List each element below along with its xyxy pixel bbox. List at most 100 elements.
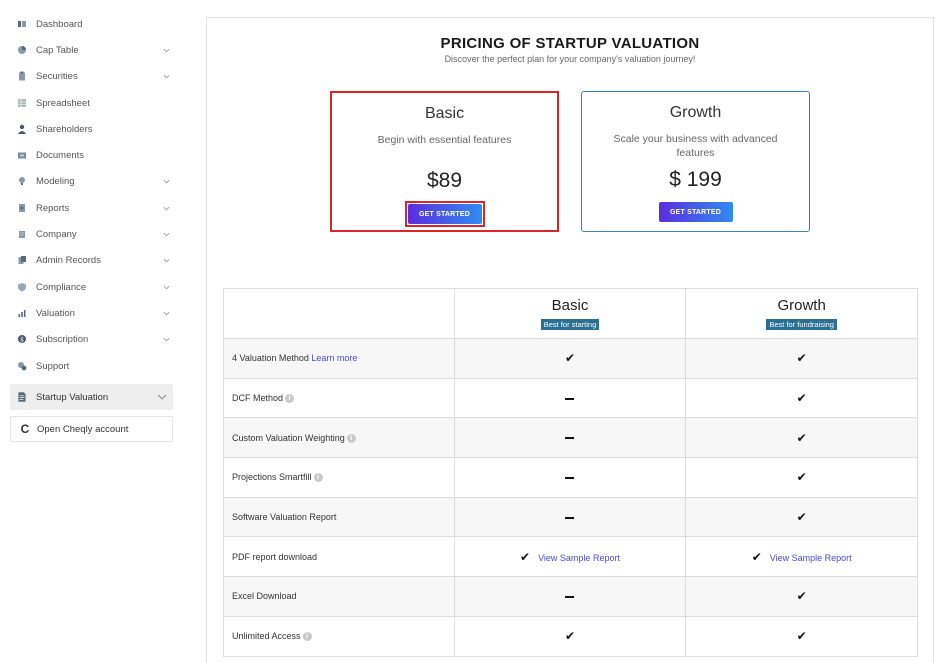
plan-name: Basic [424,105,465,122]
table-header-row: Basic Best for starting Growth Best for … [223,288,918,339]
growth-value-cell: ✔ [685,576,918,617]
sidebar-item-documents[interactable]: Documents [10,144,173,166]
get-started-growth-button[interactable]: GET STARTED [658,202,733,222]
pricing-panel: PRICING OF STARTUP VALUATION Discover th… [206,17,934,663]
check-icon: ✔ [564,629,576,644]
records-icon [16,254,28,266]
growth-value-cell: ✔ [685,377,918,419]
feature-label: 4 Valuation Method [232,353,309,364]
get-started-basic-button[interactable]: GET STARTED [407,204,482,224]
feature-cell: Excel Download [223,576,455,617]
sidebar-item-valuation[interactable]: Valuation [10,302,173,324]
folder-icon [16,149,28,161]
table-row: Software Valuation Report ✔ [223,496,918,538]
basic-value-cell [453,417,687,459]
info-icon[interactable]: i [346,433,356,443]
feature-label: Excel Download [232,591,297,602]
feature-cell: 4 Valuation Method Learn more [223,338,455,379]
table-row: Unlimited Access i ✔ ✔ [223,615,918,657]
sidebar-item-label: Support [36,360,70,372]
dash-icon [565,397,575,400]
basic-value-cell: ✔ [453,615,687,657]
dash-icon [565,596,575,599]
sidebar-item-label: Spreadsheet [36,97,90,109]
check-icon: ✔ [796,629,807,644]
basic-value-cell [453,496,687,538]
sidebar-item-label: Compliance [36,281,87,293]
basic-value-cell [453,576,687,617]
basic-value-cell: ✔ View Sample Report [453,536,687,578]
feature-label: Unlimited Access [232,631,301,642]
support-icon [16,360,28,372]
table-row: PDF report download ✔ View Sample Report ✔ V… [223,536,918,578]
sidebar-item-startup-valuation[interactable]: Startup Valuation [10,384,173,410]
chevron-down-icon [161,71,171,81]
feature-cell: DCF Method i [223,377,455,419]
chevron-down-icon [161,176,171,186]
cheqly-logo-icon: C [20,422,30,436]
learn-more-link[interactable]: Learn more [308,353,358,364]
sidebar-item-admin-records[interactable]: Admin Records [10,249,173,271]
info-icon[interactable]: i [285,394,295,404]
check-icon: ✔ [564,351,576,366]
plan-description: Begin with essential features [377,134,512,146]
chevron-down-icon [161,203,171,213]
sidebar-item-label: Cap Table [36,44,79,56]
sidebar: Dashboard Cap Table Securities Spreadsheet S… [0,0,190,663]
svg-text:$: $ [20,336,24,343]
growth-value-cell: ✔ [685,457,918,498]
sidebar-item-reports[interactable]: Reports [10,197,173,219]
sidebar-item-label: Securities [36,70,78,82]
sidebar-item-cap-table[interactable]: Cap Table [10,39,173,61]
plan-description: Scale your business with advanced featur… [613,133,778,159]
plan-price: $89 [426,169,463,192]
table-row: Custom Valuation Weighting i ✔ [223,417,918,459]
sidebar-item-company[interactable]: Company [10,223,173,245]
sidebar-item-securities[interactable]: Securities [10,65,173,87]
chevron-down-icon [161,308,171,318]
sidebar-item-dashboard[interactable]: Dashboard [10,13,173,35]
basic-column-header: Basic Best for starting [453,288,687,339]
building-icon [16,228,28,240]
table-row: 4 Valuation Method Learn more ✔ ✔ [223,338,918,379]
sidebar-item-spreadsheet[interactable]: Spreadsheet [10,92,173,114]
column-plan-name: Growth [777,297,826,314]
sidebar-item-modeling[interactable]: Modeling [10,170,173,192]
check-icon: ✔ [796,589,807,604]
sidebar-item-label: Company [36,228,77,240]
report-icon [16,202,28,214]
sidebar-item-label: Startup Valuation [36,391,109,403]
feature-label: Custom Valuation Weighting [232,432,345,443]
sidebar-item-label: Subscription [36,333,89,345]
sidebar-item-label: Dashboard [36,18,83,30]
feature-cell: Projections Smartfill i [223,457,455,498]
view-sample-report-link[interactable]: View Sample Report [538,552,620,563]
shield-icon [16,281,28,293]
sidebar-item-compliance[interactable]: Compliance [10,276,173,298]
check-icon: ✔ [751,549,762,564]
growth-value-cell: ✔ [685,615,918,657]
growth-column-header: Growth Best for fundraising [685,288,918,339]
growth-value-cell: ✔ [685,417,918,459]
chevron-down-icon [161,45,171,55]
grid-icon [16,97,28,109]
sidebar-item-shareholders[interactable]: Shareholders [10,118,173,140]
sidebar-item-support[interactable]: Support [10,355,173,377]
sidebar-item-subscription[interactable]: $ Subscription [10,328,173,350]
feature-cell: Unlimited Access i [223,615,455,657]
feature-label: DCF Method [232,392,284,403]
info-icon[interactable]: i [302,632,312,642]
check-icon: ✔ [796,430,807,445]
feature-cell: Custom Valuation Weighting i [223,417,455,459]
sidebar-item-label: Valuation [36,307,75,319]
sidebar-item-label: Modeling [36,175,75,187]
basic-value-cell [453,457,687,498]
chevron-down-icon [157,392,167,402]
lightbulb-icon [16,175,28,187]
table-row: DCF Method i ✔ [223,377,918,419]
dash-icon [565,437,575,440]
view-sample-report-link[interactable]: View Sample Report [769,552,852,563]
feature-label: PDF report download [232,551,318,562]
info-icon[interactable]: i [313,473,323,483]
open-cheqly-account-button[interactable]: C Open Cheqly account [10,416,173,442]
